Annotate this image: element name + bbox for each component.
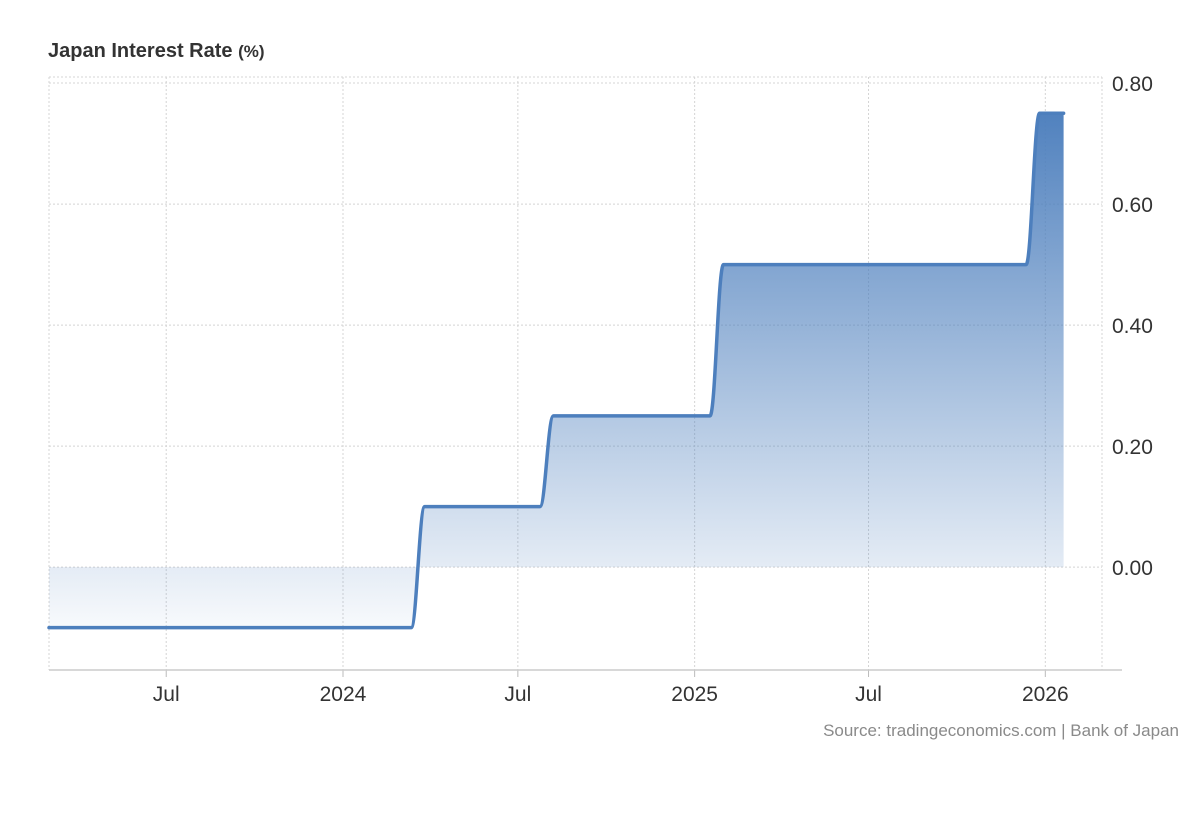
series-line <box>47 111 1066 630</box>
x-tick-label: 2024 <box>320 683 367 706</box>
axis-layer <box>49 669 1122 677</box>
x-tick-label: 2025 <box>671 683 718 706</box>
x-tick-label: Jul <box>153 683 180 706</box>
y-tick-label: 0.80 <box>1112 73 1153 96</box>
x-tick-label: Jul <box>855 683 882 706</box>
x-tick-label: Jul <box>504 683 531 706</box>
x-tick-label: 2026 <box>1022 683 1069 706</box>
chart-title: Japan Interest Rate (%) <box>48 40 265 63</box>
y-tick-label: 0.40 <box>1112 315 1153 338</box>
source-note: Source: tradingeconomics.com | Bank of J… <box>823 721 1179 740</box>
y-tick-label: 0.60 <box>1112 194 1153 217</box>
chart-title-unit: (%) <box>238 42 265 61</box>
chart-title-text: Japan Interest Rate <box>48 40 233 62</box>
series-area <box>49 113 1064 628</box>
y-tick-label: 0.20 <box>1112 436 1153 459</box>
y-tick-label: 0.00 <box>1112 557 1153 580</box>
area-layer <box>47 111 1066 630</box>
label-layer: 0.80 0.60 0.40 0.20 0.00 Jul 2024 Jul 2025 Jul 202… <box>153 73 1153 706</box>
